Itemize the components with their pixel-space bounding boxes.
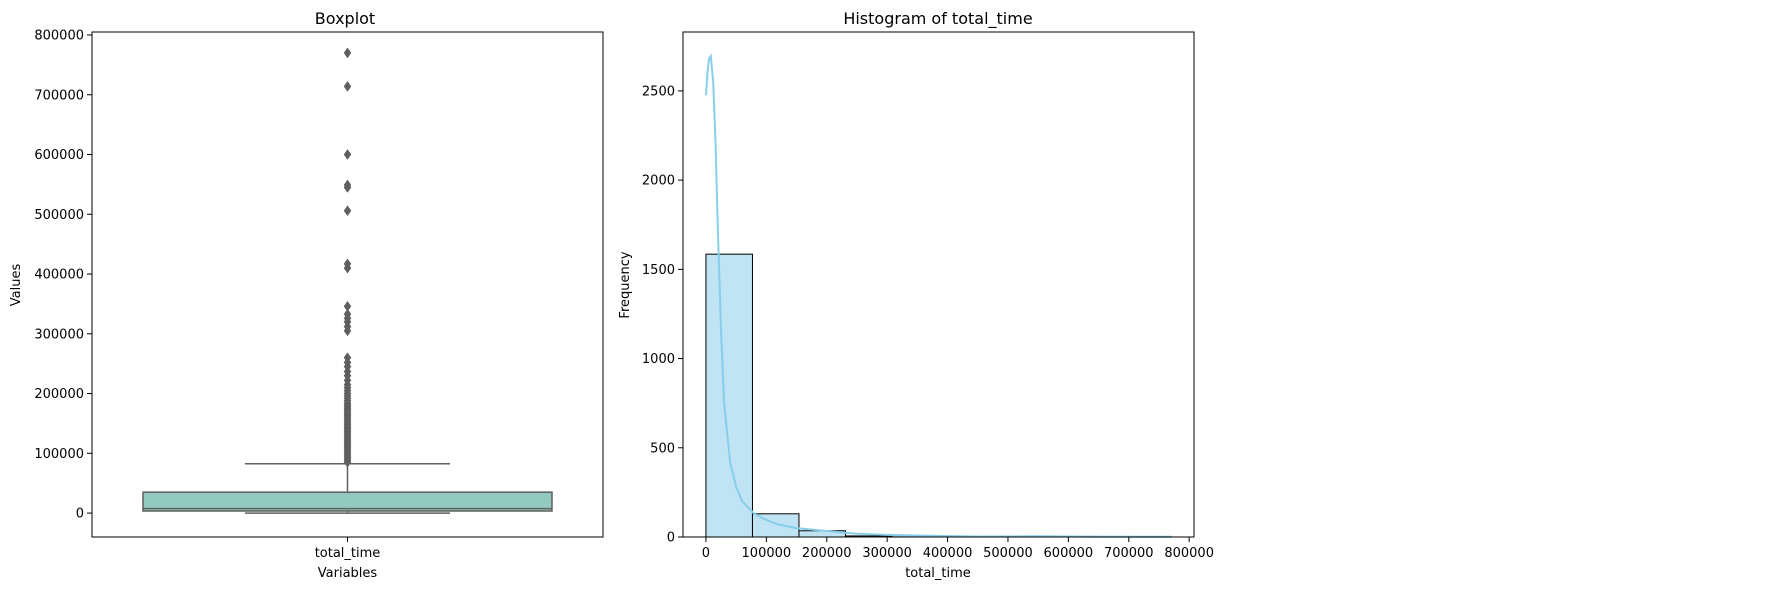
histogram-x-tick-label: 100000 — [742, 546, 792, 561]
boxplot-title: Boxplot — [315, 9, 375, 28]
boxplot-y-tick-label: 600000 — [34, 148, 84, 163]
kde-curve — [705, 53, 1172, 538]
histogram-x-tick-label: 700000 — [1104, 546, 1154, 561]
histogram-plot-area — [682, 31, 1195, 538]
histogram-x-tick-label: 500000 — [983, 546, 1033, 561]
histogram-x-tick-label: 800000 — [1164, 546, 1214, 561]
boxplot-marks — [142, 47, 553, 514]
outlier-point — [343, 80, 352, 92]
histogram-y-tick-label: 1500 — [642, 263, 675, 278]
boxplot-category-label: total_time — [315, 546, 381, 561]
histogram-title: Histogram of total_time — [843, 9, 1032, 29]
boxplot-y-tick-label: 300000 — [34, 327, 84, 342]
histogram-x-tick-label: 0 — [702, 546, 710, 561]
boxplot-y-tick-label: 500000 — [34, 208, 84, 223]
histogram-x-tick-label: 400000 — [923, 546, 973, 561]
histogram-x-axis-label: total_time — [905, 566, 971, 581]
boxplot-y-tick-label: 800000 — [34, 28, 84, 43]
outlier-point — [343, 300, 352, 312]
histogram-x-tick-label: 300000 — [862, 546, 912, 561]
outlier-point — [343, 308, 352, 320]
histogram-x-tick-label: 600000 — [1044, 546, 1094, 561]
boxplot-panel: Boxplot 0 100000 200000 300000 400000 500000 6… — [9, 9, 604, 581]
boxplot-y-tick-label: 700000 — [34, 88, 84, 103]
boxplot-y-tick-label: 200000 — [34, 387, 84, 402]
outlier-point — [343, 258, 352, 270]
histogram-bar — [705, 253, 753, 538]
histogram-marks — [705, 53, 1172, 538]
histogram-y-tick-label: 500 — [650, 441, 675, 456]
boxplot-x-axis-label: Variables — [318, 566, 378, 581]
histogram-y-axis-label: Frequency — [618, 251, 633, 318]
histogram-y-axis: 0 500 1000 1500 2000 2500 — [642, 84, 683, 546]
boxplot-y-tick-label: 100000 — [34, 447, 84, 462]
histogram-y-tick-label: 2000 — [642, 174, 675, 189]
histogram-y-tick-label: 1000 — [642, 352, 675, 367]
outlier-point — [343, 47, 352, 59]
boxplot-y-axis: 0 100000 200000 300000 400000 500000 600000 700… — [34, 28, 92, 522]
histogram-y-tick-label: 2500 — [642, 84, 675, 99]
boxplot-y-tick-label: 0 — [76, 507, 84, 522]
outlier-point — [343, 149, 352, 160]
boxplot-y-tick-label: 400000 — [34, 268, 84, 283]
boxplot-y-axis-label: Values — [9, 264, 24, 307]
outlier-point — [343, 352, 352, 364]
outlier-point — [343, 179, 352, 191]
iqr-box — [142, 491, 553, 512]
histogram-x-tick-label: 200000 — [802, 546, 852, 561]
histogram-x-axis: 0 100000 200000 300000 400000 500000 600000 700… — [702, 537, 1214, 561]
outlier-point — [343, 205, 352, 217]
histogram-y-tick-label: 0 — [667, 531, 675, 546]
histogram-panel: Histogram of total_time 0 500 1000 1500 2000… — [618, 9, 1214, 581]
